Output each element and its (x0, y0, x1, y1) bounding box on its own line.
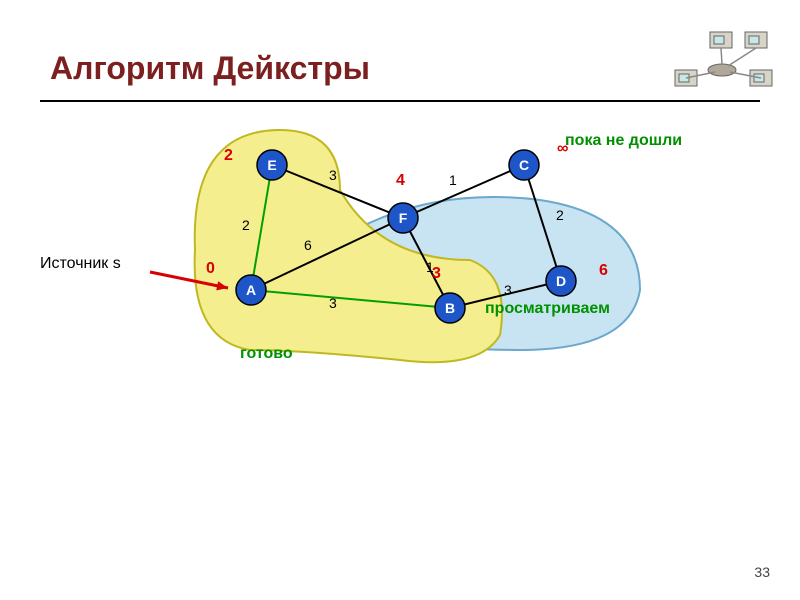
edge-weight-A-B: 3 (329, 295, 337, 311)
distance-D: 6 (599, 262, 608, 280)
node-label-F: F (388, 210, 418, 226)
edge-weight-E-F: 3 (329, 167, 337, 183)
page-number: 33 (754, 564, 770, 580)
distance-B: 3 (432, 265, 441, 283)
source-label: Источник s (40, 255, 121, 273)
node-label-B: B (435, 300, 465, 316)
graph-svg (0, 0, 800, 600)
distance-A: 0 (206, 260, 215, 278)
edge-weight-B-D: 3 (504, 282, 512, 298)
edge-weight-A-F: 6 (304, 237, 312, 253)
edge-weight-F-C: 1 (449, 172, 457, 188)
node-label-C: C (509, 157, 539, 173)
node-label-A: A (236, 282, 266, 298)
edge-weight-A-E: 2 (242, 217, 250, 233)
scanning-label: просматриваем (485, 300, 610, 318)
done-label: готово (240, 345, 293, 363)
not-reached-label: пока не дошли (565, 132, 682, 150)
distance-F: 4 (396, 172, 405, 190)
node-label-E: E (257, 157, 287, 173)
edge-weight-C-D: 2 (556, 207, 564, 223)
node-label-D: D (546, 273, 576, 289)
distance-E: 2 (224, 147, 233, 165)
